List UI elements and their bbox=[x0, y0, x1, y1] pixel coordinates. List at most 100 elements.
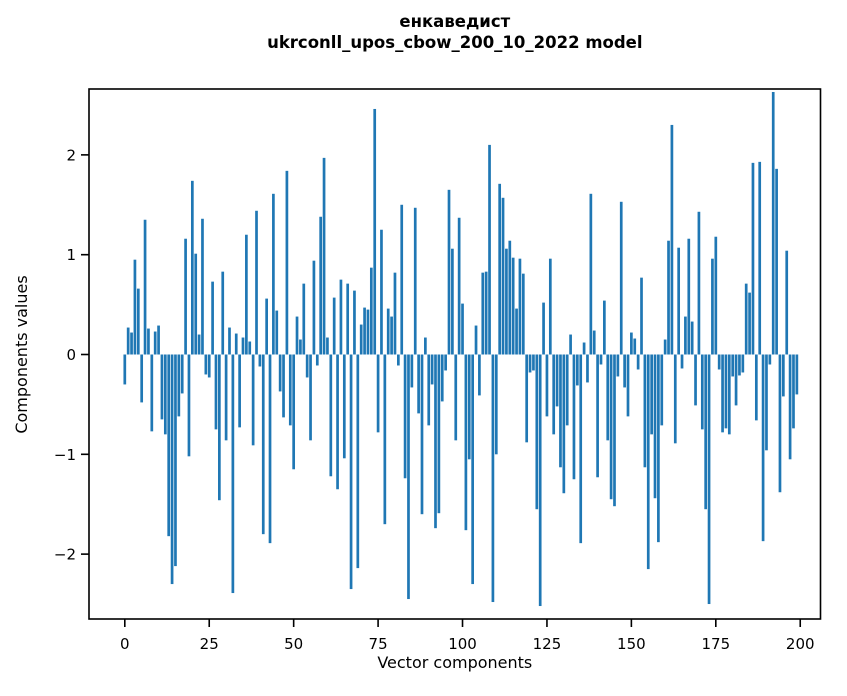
bar bbox=[636, 354, 640, 370]
x-tick-label: 25 bbox=[200, 635, 219, 653]
chart-subtitle: ukrconll_upos_cbow_200_10_2022 model bbox=[267, 33, 642, 52]
bar bbox=[518, 258, 522, 355]
bar bbox=[690, 321, 694, 355]
bar bbox=[626, 354, 630, 417]
bar bbox=[623, 354, 626, 388]
bar bbox=[174, 354, 177, 567]
bar bbox=[673, 354, 677, 444]
bar bbox=[704, 354, 708, 510]
bar bbox=[562, 354, 566, 494]
bar bbox=[778, 354, 782, 493]
bar bbox=[555, 354, 559, 407]
bar bbox=[366, 309, 370, 355]
bar bbox=[538, 354, 542, 607]
bar bbox=[288, 354, 292, 426]
bar bbox=[559, 354, 562, 468]
bar bbox=[359, 324, 363, 355]
bar bbox=[434, 354, 437, 529]
bar bbox=[407, 354, 410, 600]
bar bbox=[410, 354, 414, 388]
bar bbox=[373, 108, 377, 355]
bar bbox=[697, 211, 701, 355]
bar bbox=[552, 354, 556, 435]
bar bbox=[315, 354, 319, 366]
x-tick-label: 75 bbox=[369, 635, 388, 653]
bar bbox=[123, 354, 127, 385]
x-tick-label: 100 bbox=[448, 635, 477, 653]
bar bbox=[376, 354, 380, 433]
bar bbox=[295, 316, 299, 355]
bar bbox=[160, 354, 164, 420]
bar bbox=[640, 277, 643, 355]
bar bbox=[393, 272, 397, 355]
y-axis-label: Components values bbox=[12, 275, 31, 433]
bar bbox=[528, 354, 532, 373]
bar bbox=[184, 238, 187, 355]
bar bbox=[494, 354, 498, 455]
bar bbox=[616, 354, 620, 377]
bar bbox=[511, 257, 515, 355]
bar bbox=[471, 354, 474, 585]
bar bbox=[505, 248, 508, 355]
bar bbox=[586, 354, 589, 383]
bar bbox=[731, 354, 735, 377]
bar bbox=[744, 283, 748, 355]
bar bbox=[501, 197, 505, 355]
bar bbox=[515, 308, 518, 355]
bar bbox=[214, 354, 218, 430]
bar bbox=[579, 354, 583, 544]
bar bbox=[548, 258, 552, 355]
bar bbox=[332, 297, 336, 355]
bar bbox=[765, 354, 768, 451]
bar bbox=[775, 168, 778, 355]
bar bbox=[795, 354, 799, 395]
bar bbox=[413, 207, 417, 355]
bar bbox=[525, 354, 529, 443]
bar bbox=[346, 283, 350, 355]
bar bbox=[785, 250, 789, 355]
bar bbox=[342, 354, 346, 459]
bar bbox=[508, 240, 512, 355]
bar bbox=[461, 303, 464, 355]
bar bbox=[143, 219, 147, 355]
bar bbox=[285, 170, 289, 355]
bar bbox=[241, 337, 245, 355]
bar bbox=[437, 354, 441, 514]
axes-group: 0 25 50 75 100 125 150 175 200 −2 −1 0 1 2 bbox=[54, 88, 822, 653]
bar bbox=[238, 354, 241, 428]
bar bbox=[194, 253, 198, 355]
bar bbox=[386, 308, 390, 355]
bar bbox=[457, 217, 461, 355]
bar bbox=[153, 331, 157, 355]
bar bbox=[380, 229, 383, 355]
bar bbox=[336, 354, 339, 490]
y-tick-label: 1 bbox=[66, 246, 76, 264]
bar bbox=[363, 307, 366, 355]
bar bbox=[319, 216, 323, 355]
bar bbox=[717, 354, 721, 370]
bar bbox=[643, 354, 647, 468]
bar bbox=[754, 354, 758, 421]
bar bbox=[670, 124, 674, 355]
bar bbox=[204, 354, 208, 375]
bar bbox=[613, 354, 616, 507]
bar bbox=[339, 279, 343, 355]
x-axis-label: Vector components bbox=[377, 653, 532, 672]
bar bbox=[474, 325, 478, 355]
bar bbox=[390, 316, 393, 355]
bar bbox=[751, 162, 755, 355]
bar bbox=[251, 354, 255, 446]
x-tick-label: 200 bbox=[786, 635, 815, 653]
bar bbox=[707, 354, 711, 605]
bar bbox=[207, 354, 211, 378]
bar bbox=[484, 271, 488, 355]
bar bbox=[150, 354, 154, 432]
bar bbox=[278, 354, 282, 392]
bar bbox=[322, 157, 326, 355]
bar bbox=[403, 354, 407, 479]
bar bbox=[180, 354, 184, 394]
bar bbox=[130, 332, 133, 355]
bar bbox=[653, 354, 657, 499]
bar bbox=[467, 354, 471, 460]
